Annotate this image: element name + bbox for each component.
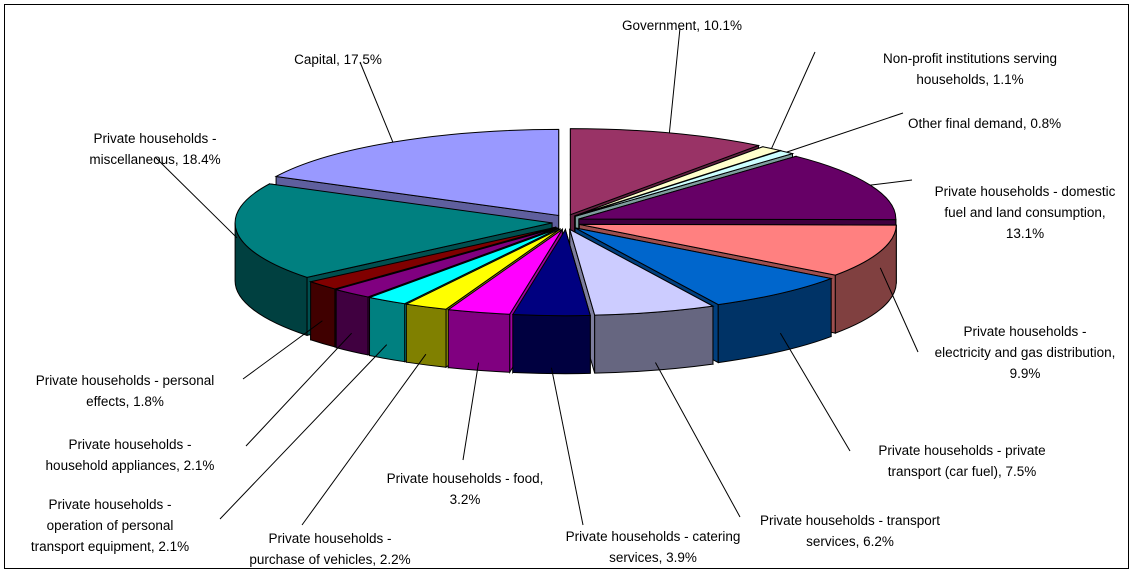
leader-line-9 (301, 353, 427, 526)
slice-label-13-line-0: Private households - (93, 131, 216, 146)
slice-label-5: Private households - private transport (c… (878, 443, 1045, 479)
pie-tops (234, 128, 897, 317)
leader-line-7 (550, 367, 584, 526)
slice-label-11-line-1: household appliances, 2.1% (46, 458, 215, 473)
slice-11 (334, 227, 558, 298)
slice-label-11: Private households - household appliances… (46, 437, 215, 473)
slice-label-9: Private households - purchase of vehicles… (249, 531, 410, 567)
slice-label-0-line-0: Government, 10.1% (622, 18, 742, 33)
slice-label-8-line-1: 3.2% (450, 492, 481, 507)
slice-4 (579, 223, 897, 276)
leader-line-3 (870, 179, 913, 186)
slice-label-8-line-0: Private households - food, (387, 471, 544, 486)
slice-label-7-line-1: services, 3.9% (609, 550, 697, 565)
slice-label-13: Private households - miscellaneous, 18.4% (89, 131, 220, 167)
slice-side-12 (310, 281, 336, 348)
slice-label-3-line-0: Private households - domestic (935, 184, 1116, 199)
leader-line-6 (654, 362, 741, 518)
leader-line-1 (771, 51, 816, 149)
slice-label-5-line-0: Private households - private (878, 443, 1045, 458)
leader-line-4 (879, 267, 919, 353)
slice-label-14: Capital, 17.5% (294, 52, 382, 67)
slice-label-13-line-1: miscellaneous, 18.4% (89, 152, 220, 167)
slice-10 (367, 228, 559, 305)
slice-label-1: Non-profit institutions serving household… (883, 51, 1057, 87)
leader-line-5 (779, 332, 851, 452)
slice-label-12-line-1: effects, 1.8% (86, 394, 164, 409)
slice-12 (308, 226, 556, 290)
slice-side-7 (512, 313, 591, 375)
slice-label-7-line-0: Private households - catering (566, 529, 741, 544)
leader-line-8 (462, 362, 480, 461)
slice-8 (446, 229, 563, 315)
slice-label-2: Other final demand, 0.8% (908, 116, 1061, 131)
slice-label-14-line-0: Capital, 17.5% (294, 52, 382, 67)
slice-label-10: Private households - operation of persona… (31, 497, 189, 554)
slice-label-4: Private households - electricity and gas … (935, 324, 1116, 381)
slice-label-10-line-2: transport equipment, 2.1% (31, 539, 189, 554)
slice-label-7: Private households - catering services, 3… (566, 529, 741, 565)
slice-label-1-line-1: households, 1.1% (916, 72, 1023, 87)
leader-line-14 (359, 61, 394, 143)
slice-label-6-line-1: services, 6.2% (806, 534, 894, 549)
slice-label-0: Government, 10.1% (622, 18, 742, 33)
leader-line-12 (242, 320, 323, 380)
slice-6 (568, 228, 715, 316)
slice-label-4-line-0: Private households - (963, 324, 1086, 339)
slice-labels: Government, 10.1% Non-profit institutions… (31, 18, 1116, 567)
leader-line-13 (154, 156, 238, 239)
leader-line-0 (668, 27, 681, 134)
slice-label-12: Private households - personal effects, 1.… (36, 373, 215, 409)
slice-label-6-line-0: Private households - transport (760, 513, 940, 528)
slice-7 (511, 228, 591, 317)
slice-label-3-line-1: fuel and land consumption, (944, 205, 1105, 220)
leader-line-2 (786, 112, 904, 153)
slice-label-2-line-0: Other final demand, 0.8% (908, 116, 1061, 131)
slice-label-3-line-2: 13.1% (1006, 226, 1044, 241)
slice-label-10-line-0: Private households - (48, 497, 171, 512)
slice-label-9-line-1: purchase of vehicles, 2.2% (249, 552, 410, 567)
leader-line-10 (219, 344, 388, 520)
slice-label-5-line-1: transport (car fuel), 7.5% (888, 464, 1037, 479)
leader-line-11 (245, 332, 353, 447)
slice-9 (404, 228, 561, 310)
slice-side-6 (594, 305, 714, 374)
slice-label-11-line-0: Private households - (68, 437, 191, 452)
slice-label-9-line-0: Private households - (268, 531, 391, 546)
slice-label-1-line-0: Non-profit institutions serving (883, 51, 1057, 66)
slice-side-9 (405, 303, 447, 368)
slice-label-4-line-1: electricity and gas distribution, (935, 345, 1116, 360)
slice-label-6: Private households - transport services, … (760, 513, 940, 549)
slice-label-12-line-0: Private households - personal (36, 373, 215, 388)
slice-label-8: Private households - food, 3.2% (387, 471, 544, 507)
slice-13 (234, 183, 553, 278)
slice-label-4-line-2: 9.9% (1010, 366, 1041, 381)
slice-label-10-line-1: operation of personal (47, 518, 174, 533)
slice-label-3: Private households - domestic fuel and la… (935, 184, 1116, 241)
slice-side-10 (369, 296, 406, 363)
slice-5 (574, 227, 833, 306)
